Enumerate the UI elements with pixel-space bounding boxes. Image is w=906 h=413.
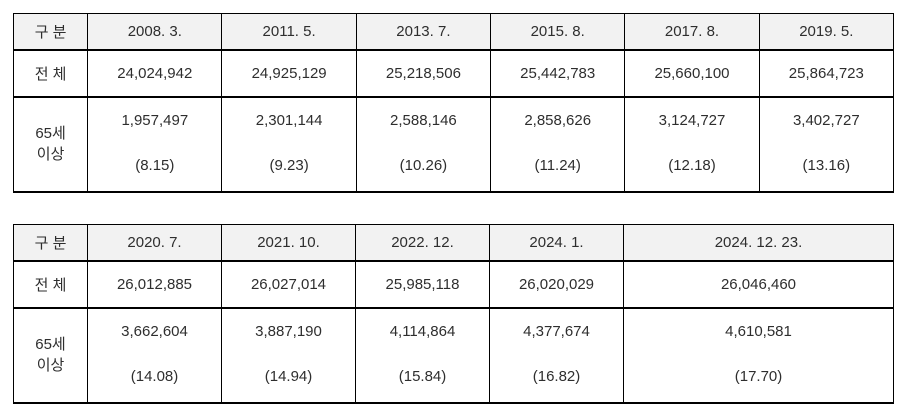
elderly-ratio: (17.70) — [734, 368, 783, 385]
elderly-count: 1,957,497 — [121, 112, 189, 129]
elderly-ratio: (16.82) — [532, 368, 581, 385]
total-row-label: 전 체 — [12, 49, 89, 98]
total-value-cell: 25,864,723 — [758, 49, 895, 98]
header-cell-category: 구 분 — [13, 224, 88, 262]
elderly-count: 4,610,581 — [725, 323, 792, 340]
header-cell-date: 2017. 8. — [624, 13, 760, 51]
total-value-cell: 25,218,506 — [355, 49, 492, 98]
elderly-value-cell: 2,301,144 (9.23) — [221, 96, 357, 193]
elderly-ratio: (11.24) — [534, 157, 581, 174]
elderly-count: 2,301,144 — [255, 112, 323, 129]
total-value-cell: 25,985,118 — [355, 260, 490, 309]
header-cell-date: 2022. 12. — [355, 224, 490, 262]
elderly-value-cell: 3,124,727 (12.18) — [624, 96, 760, 193]
elderly-count: 2,858,626 — [524, 112, 592, 129]
total-value-cell: 25,442,783 — [490, 49, 626, 98]
elderly-ratio: (13.16) — [802, 157, 851, 174]
elderly-count: 3,402,727 — [792, 112, 860, 129]
elderly-value-cell: 4,114,864 (15.84) — [355, 307, 490, 404]
elderly-count: 3,124,727 — [658, 112, 726, 129]
header-cell-date: 2024. 12. 23. — [623, 224, 894, 262]
elderly-ratio: (10.26) — [399, 157, 448, 174]
header-cell-date: 2020. 7. — [87, 224, 222, 262]
header-cell-date: 2024. 1. — [489, 224, 624, 262]
elderly-row-label: 65세 이상 — [13, 307, 88, 404]
header-cell-date: 2019. 5. — [758, 13, 895, 51]
elderly-value-cell: 4,377,674 (16.82) — [489, 307, 624, 404]
elderly-value-cell: 3,402,727 (13.16) — [758, 96, 895, 193]
header-cell-date: 2021. 10. — [221, 224, 356, 262]
elderly-count: 3,887,190 — [255, 323, 322, 340]
elderly-row-label: 65세 이상 — [12, 96, 89, 193]
elderly-count: 4,114,864 — [389, 323, 456, 340]
elderly-ratio: (8.15) — [135, 157, 175, 174]
total-row-label: 전 체 — [13, 260, 88, 309]
total-value-cell: 26,027,014 — [221, 260, 356, 309]
header-cell-date: 2011. 5. — [221, 13, 357, 51]
elderly-row: 65세 이상 1,957,497 (8.15) 2,301,144 (9.23)… — [12, 96, 895, 193]
elderly-count: 2,588,146 — [390, 112, 457, 129]
header-cell-category: 구 분 — [12, 13, 89, 51]
total-value-cell: 26,012,885 — [87, 260, 222, 309]
total-value-cell: 26,046,460 — [623, 260, 894, 309]
population-table-2008-2019: 구 분 2008. 3. 2011. 5. 2013. 7. 2015. 8. … — [12, 13, 895, 193]
population-table-2020-2024: 구 분 2020. 7. 2021. 10. 2022. 12. 2024. 1… — [13, 224, 894, 404]
header-row: 구 분 2020. 7. 2021. 10. 2022. 12. 2024. 1… — [13, 224, 894, 262]
total-value-cell: 26,020,029 — [489, 260, 624, 309]
elderly-count: 3,662,604 — [121, 323, 188, 340]
header-cell-date: 2015. 8. — [490, 13, 626, 51]
total-value-cell: 24,925,129 — [221, 49, 357, 98]
elderly-value-cell: 3,662,604 (14.08) — [87, 307, 222, 404]
header-cell-date: 2013. 7. — [355, 13, 492, 51]
header-cell-date: 2008. 3. — [87, 13, 223, 51]
elderly-ratio: (15.84) — [398, 368, 447, 385]
elderly-value-cell: 2,588,146 (10.26) — [355, 96, 492, 193]
elderly-value-cell: 3,887,190 (14.94) — [221, 307, 356, 404]
elderly-ratio: (12.18) — [668, 157, 716, 174]
total-row: 전 체 26,012,885 26,027,014 25,985,118 26,… — [13, 260, 894, 309]
elderly-ratio: (14.94) — [264, 368, 313, 385]
elderly-ratio: (14.08) — [130, 368, 179, 385]
elderly-row: 65세 이상 3,662,604 (14.08) 3,887,190 (14.9… — [13, 307, 894, 404]
elderly-count: 4,377,674 — [523, 323, 590, 340]
elderly-ratio: (9.23) — [269, 157, 309, 174]
total-value-cell: 24,024,942 — [87, 49, 223, 98]
total-row: 전 체 24,024,942 24,925,129 25,218,506 25,… — [12, 49, 895, 98]
elderly-value-cell: 1,957,497 (8.15) — [87, 96, 223, 193]
header-row: 구 분 2008. 3. 2011. 5. 2013. 7. 2015. 8. … — [12, 13, 895, 51]
elderly-value-cell: 4,610,581 (17.70) — [623, 307, 894, 404]
total-value-cell: 25,660,100 — [624, 49, 760, 98]
elderly-value-cell: 2,858,626 (11.24) — [490, 96, 626, 193]
